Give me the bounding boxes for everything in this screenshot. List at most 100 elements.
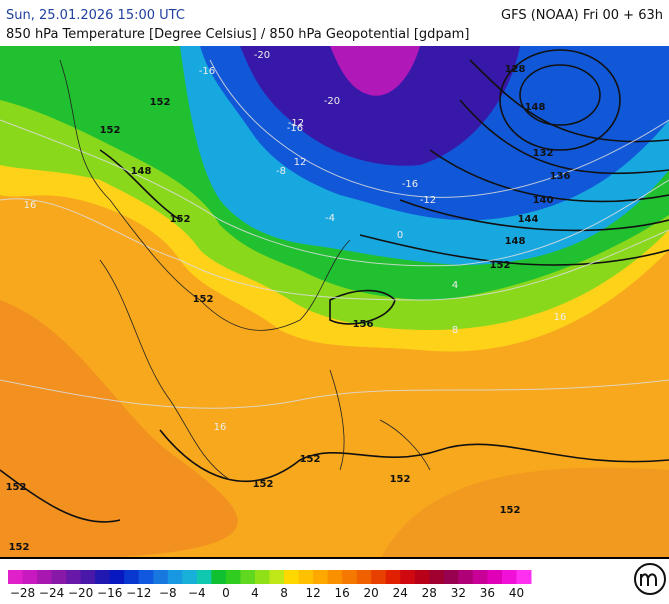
legend-swatch xyxy=(109,570,125,584)
legend-label: 20 xyxy=(364,586,379,600)
legend-swatch xyxy=(225,570,241,584)
legend-label: −16 xyxy=(97,586,122,600)
legend-swatch xyxy=(153,570,169,584)
temperature-label: -12 xyxy=(420,195,436,206)
subtitle: 850 hPa Temperature [Degree Celsius] / 8… xyxy=(6,27,469,42)
temperature-label: 4 xyxy=(452,280,458,291)
legend-label: 8 xyxy=(280,586,288,600)
legend-label: −24 xyxy=(39,586,64,600)
legend-swatch xyxy=(51,570,67,584)
temperature-label: 16 xyxy=(24,200,37,211)
legend-swatch xyxy=(211,570,227,584)
legend-swatch xyxy=(458,570,474,584)
geopotential-label: 148 xyxy=(505,236,526,247)
legend-swatch xyxy=(196,570,212,584)
geopotential-label: 152 xyxy=(490,260,511,271)
geopotential-label: 128 xyxy=(505,64,526,75)
temperature-label: -16 xyxy=(402,179,418,190)
arctic-field xyxy=(240,46,520,166)
temperature-label: 12 xyxy=(294,157,307,168)
geopotential-label: 132 xyxy=(533,148,554,159)
logo xyxy=(634,563,666,595)
legend-swatch xyxy=(269,570,285,584)
geopotential-label: 156 xyxy=(353,319,374,330)
legend-label: −4 xyxy=(188,586,206,600)
geopotential-label: 152 xyxy=(100,125,121,136)
model-run: GFS (NOAA) Fri 00 + 63h xyxy=(501,8,663,23)
legend-swatch xyxy=(356,570,372,584)
legend-swatch xyxy=(95,570,111,584)
temperature-label: -16 xyxy=(199,66,215,77)
geopotential-label: 152 xyxy=(9,542,30,553)
legend-swatch xyxy=(298,570,314,584)
legend-swatch xyxy=(313,570,329,584)
legend-label: 16 xyxy=(334,586,349,600)
legend-label: 28 xyxy=(422,586,437,600)
legend-swatch xyxy=(37,570,53,584)
temperature-label: -16 xyxy=(287,123,303,134)
legend-swatch xyxy=(8,570,24,584)
legend-label: 4 xyxy=(251,586,259,600)
legend-swatch xyxy=(472,570,488,584)
geopotential-label: 152 xyxy=(300,454,321,465)
legend-label: 12 xyxy=(305,586,320,600)
temperature-label: 16 xyxy=(554,312,567,323)
legend-label: 0 xyxy=(222,586,230,600)
legend-label: −20 xyxy=(68,586,93,600)
legend-swatch xyxy=(487,570,503,584)
legend-swatch xyxy=(80,570,96,584)
legend-swatch xyxy=(22,570,38,584)
geopotential-label: 152 xyxy=(6,482,27,493)
geopotential-label: 136 xyxy=(550,171,571,182)
temperature-label: 16 xyxy=(214,422,227,433)
geopotential-label: 152 xyxy=(150,97,171,108)
legend-swatch xyxy=(254,570,270,584)
geopotential-label: 152 xyxy=(253,479,274,490)
temperature-label: -8 xyxy=(276,166,286,177)
legend-label: −12 xyxy=(126,586,151,600)
legend-swatch xyxy=(124,570,140,584)
geopotential-label: 152 xyxy=(170,214,191,225)
legend-swatch xyxy=(240,570,256,584)
geopotential-label: 148 xyxy=(525,102,546,113)
warm-field xyxy=(381,467,669,558)
legend-label: −8 xyxy=(159,586,177,600)
temperature-label: -20 xyxy=(324,96,340,107)
geopotential-label: 140 xyxy=(533,195,554,206)
geopotential-label: 144 xyxy=(518,214,539,225)
legend-swatch xyxy=(138,570,154,584)
temperature-label: -4 xyxy=(325,213,335,224)
temperature-contours xyxy=(0,59,669,409)
legend-swatch xyxy=(400,570,416,584)
legend-swatch xyxy=(414,570,430,584)
legend-swatch xyxy=(371,570,387,584)
temperature-label: 0 xyxy=(397,230,403,241)
legend-label: 40 xyxy=(509,586,524,600)
warm-field xyxy=(0,300,238,558)
legend-label: −28 xyxy=(10,586,35,600)
legend-swatch xyxy=(385,570,401,584)
legend-swatch xyxy=(167,570,183,584)
temperature-label: -20 xyxy=(254,50,270,61)
legend-swatch xyxy=(516,570,532,584)
legend-swatch xyxy=(66,570,82,584)
legend-swatch xyxy=(327,570,343,584)
legend-swatch xyxy=(182,570,198,584)
datetime: Sun, 25.01.2026 15:00 UTC xyxy=(6,8,185,23)
arctic-core xyxy=(330,46,420,96)
legend-label: 32 xyxy=(451,586,466,600)
legend-swatch xyxy=(501,570,517,584)
legend-swatch xyxy=(429,570,445,584)
coastlines xyxy=(59,59,431,481)
geopotential-label: 152 xyxy=(390,474,411,485)
legend-label: 24 xyxy=(393,586,408,600)
legend-label: 36 xyxy=(480,586,495,600)
temperature-label: 8 xyxy=(452,325,458,336)
geopotential-label: 152 xyxy=(193,294,214,305)
color-legend: −28 −24 −20 −16 −12 −8 −4 0 4 8 12 16 20 24 28 32 36 40 xyxy=(8,570,532,600)
geopotential-label: 148 xyxy=(131,166,152,177)
legend-swatch xyxy=(342,570,358,584)
